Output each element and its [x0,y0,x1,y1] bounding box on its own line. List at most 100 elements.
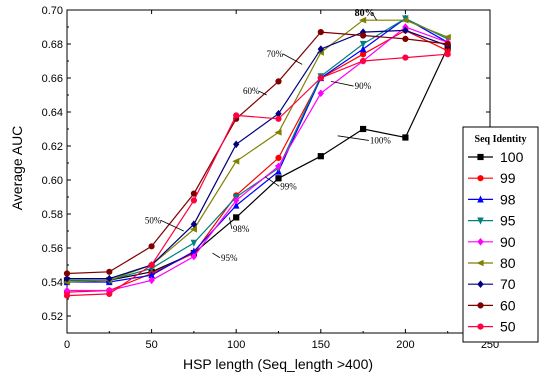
legend-swatch-marker [476,259,484,267]
data-point-70 [402,26,409,35]
legend-label: 80 [500,255,516,271]
data-point-99 [275,154,282,161]
series-50 [63,51,451,299]
data-point-100 [275,175,282,182]
series-line-70 [67,29,448,280]
legend-label: 70 [500,276,516,292]
legend-entry-60: 60 [468,297,516,313]
data-point-60 [63,270,71,277]
annotation-leader [264,176,280,187]
legend-label: 60 [500,297,516,313]
legend-label: 98 [500,191,516,207]
data-point-50 [233,112,240,119]
y-tick-label: 0.68 [42,39,63,51]
legend-label: 50 [500,319,516,335]
legend-swatch-marker [477,195,484,203]
data-point-80 [189,226,197,233]
legend-label: 90 [500,234,516,250]
legend-entry-95: 95 [468,213,516,229]
annotations-layer: 80% 70% 60% 90% 100% 99% 98% 50% 95% [145,8,392,263]
data-point-95 [190,239,198,247]
series-line-98 [67,17,448,283]
legend-label: 100 [500,149,524,165]
y-tick-label: 0.64 [42,107,63,119]
series-95 [63,15,451,285]
annotation-label: 100% [370,135,392,145]
data-point-50 [190,197,197,204]
data-point-80 [274,129,282,136]
data-point-90 [148,276,155,285]
series-line-95 [67,17,448,281]
legend-swatch-marker [477,175,484,182]
data-point-80 [443,33,451,41]
data-point-50 [317,74,324,82]
data-point-80 [359,16,367,24]
data-point-60 [360,32,367,39]
legend-swatch-marker [477,153,484,161]
annotation-label: 98% [233,224,250,234]
legend-swatch-marker [477,323,484,330]
data-point-60 [444,40,451,48]
x-tick-label: 150 [312,339,330,351]
annotation-leader [258,90,267,96]
data-point-60 [106,268,113,275]
data-point-50 [148,261,155,269]
legend-title: Seq Identity [475,134,527,145]
data-point-90 [317,89,324,98]
series-99 [63,27,451,296]
annotation-label: 99% [280,181,297,191]
data-point-50 [63,292,71,299]
legend-swatch-marker [477,302,484,309]
annotation-label: 70% [267,49,284,59]
series-80 [62,16,451,286]
legend-swatch-marker [477,217,484,225]
annotation-leader [337,135,369,141]
data-point-90 [275,162,282,171]
y-tick-label: 0.52 [42,311,63,323]
data-point-70 [317,45,324,53]
y-tick-label: 0.70 [42,5,63,17]
x-tick-label: 0 [64,339,70,351]
y-tick-label: 0.60 [42,175,63,187]
data-point-90 [190,252,198,261]
annotation-label: 60% [243,86,260,96]
series-line-90 [67,26,448,292]
series-layer [62,14,451,299]
y-tick-label: 0.62 [42,141,63,153]
y-tick-label: 0.54 [42,277,63,289]
legend-box [462,126,539,343]
annotation-label: 90% [355,81,372,91]
data-point-70 [106,274,113,283]
series-line-99 [66,29,448,293]
annotation-leader [330,81,354,87]
annotation-leader [229,217,233,229]
data-point-50 [360,57,367,65]
y-tick-label: 0.66 [42,73,63,85]
data-point-70 [233,140,240,149]
series-90 [63,23,451,295]
data-point-95 [359,40,367,49]
series-70 [63,26,451,283]
legend-entry-100: 100 [468,149,524,165]
x-tick-label: 200 [396,339,414,351]
data-point-98 [232,201,240,209]
legend-swatch-marker [477,238,484,246]
y-tick-label: 0.56 [42,243,63,255]
x-tick-label: 100 [227,339,245,351]
data-point-98 [359,45,367,53]
legend-entry-98: 98 [468,191,516,207]
data-point-100 [317,153,324,160]
data-point-80 [401,16,409,24]
data-point-50 [402,54,409,61]
legend-entry-80: 80 [468,255,516,271]
legend-label: 95 [500,213,516,229]
data-point-100 [233,214,240,221]
data-point-60 [402,35,409,43]
data-point-60 [317,28,324,36]
data-point-99 [360,51,367,58]
x-tick-label: 50 [145,339,157,351]
y-tick-label: 0.58 [42,209,63,221]
series-line-100 [67,47,449,281]
data-point-70 [63,274,71,283]
